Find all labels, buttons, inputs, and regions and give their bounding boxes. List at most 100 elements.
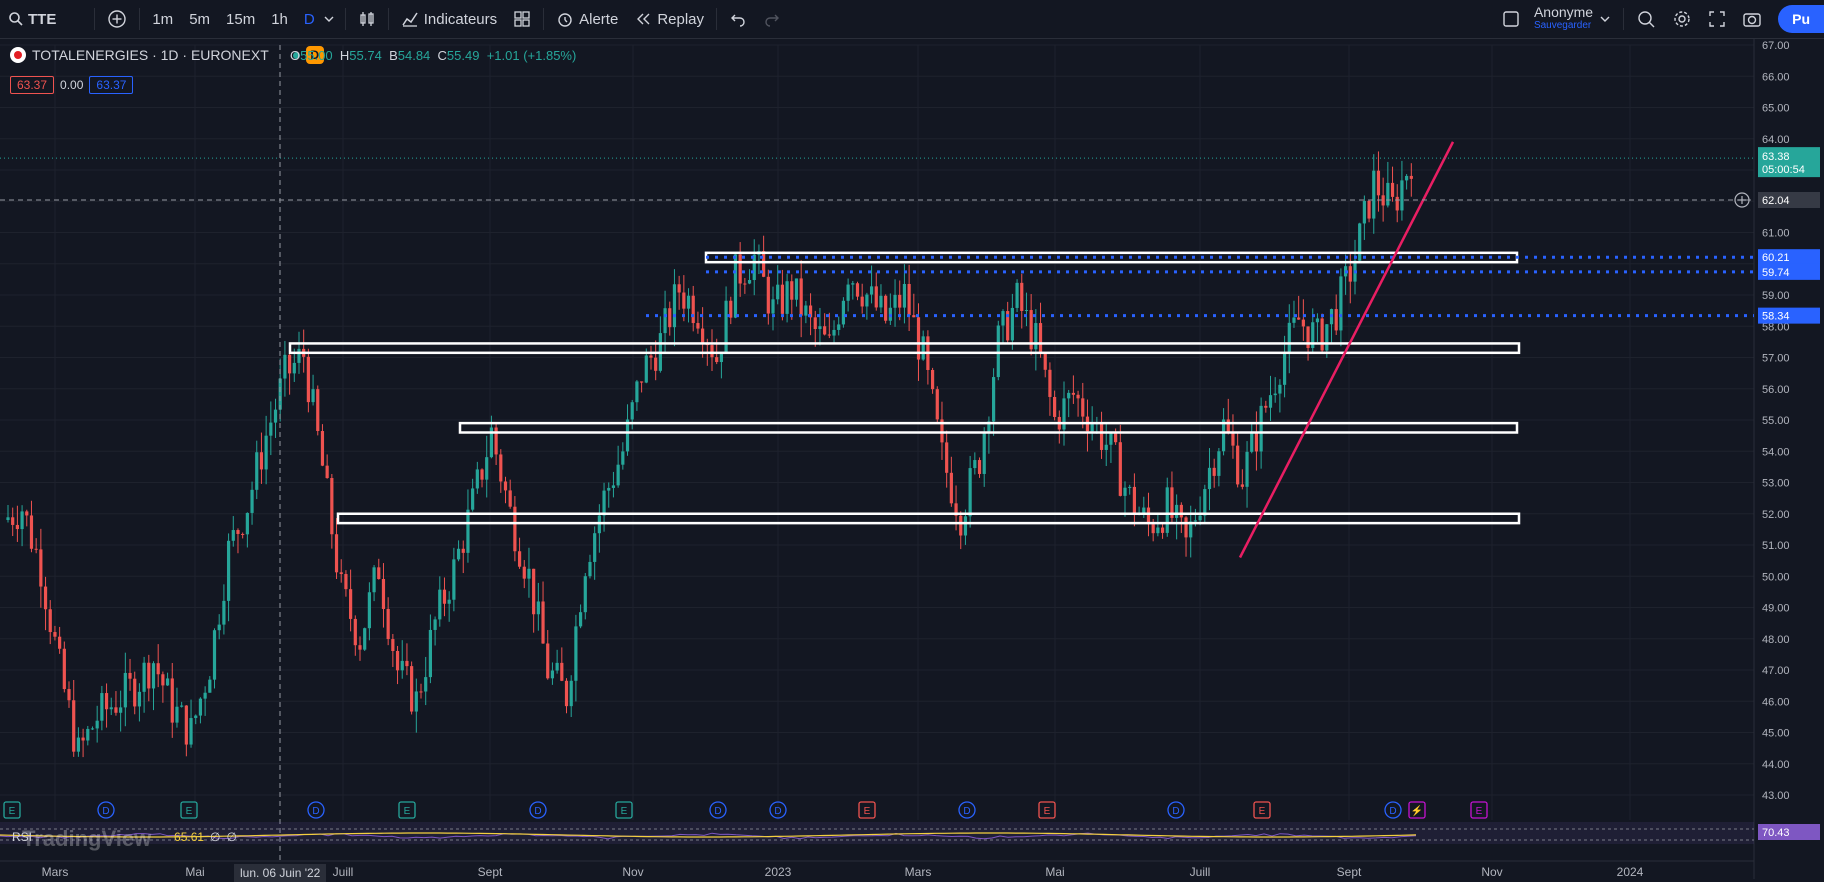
price-tick-label: 54.00 (1762, 446, 1790, 458)
symbol-search[interactable]: TTE (0, 0, 64, 38)
time-axis-label: Mai (1045, 865, 1064, 879)
candle-body (1367, 200, 1371, 219)
candle-body (865, 294, 869, 307)
close-label: C (437, 48, 447, 63)
time-axis-label: 2024 (1617, 865, 1644, 879)
replay-button[interactable]: Replay (626, 0, 712, 38)
interval-1m[interactable]: 1m (152, 10, 174, 28)
candle-body (320, 431, 325, 466)
earnings-marker (398, 801, 416, 819)
candle-body (1376, 170, 1381, 196)
candle-body (334, 534, 339, 573)
candle-body (733, 254, 738, 318)
candle-body (968, 468, 972, 517)
candle-body (827, 334, 831, 336)
candle-body (508, 490, 512, 507)
candle-body (837, 324, 841, 330)
candle-body (1198, 515, 1202, 521)
candle-body (1254, 431, 1259, 452)
level-label-bg (1758, 249, 1820, 266)
candle-body (527, 568, 531, 579)
save-link[interactable]: Sauvegarder (1533, 20, 1592, 31)
candle-body (1405, 175, 1409, 181)
templates-button[interactable] (505, 0, 539, 38)
candle-body (273, 409, 278, 423)
candle-body (625, 419, 630, 452)
candle-body (513, 506, 517, 552)
candle-body (29, 515, 34, 549)
alert-button[interactable]: Alerte (548, 0, 626, 38)
redo-button[interactable] (755, 0, 789, 38)
candle-body (1114, 432, 1118, 443)
candle-body (954, 503, 958, 516)
symbol-title[interactable]: TOTALENERGIES · 1D · EURONEXT (32, 47, 269, 63)
settings-button[interactable] (1664, 0, 1700, 38)
fullscreen-icon (1709, 11, 1725, 27)
price-tick-label: 46.00 (1762, 696, 1790, 708)
candle-body (1240, 484, 1244, 487)
price-tick-label: 59.00 (1762, 290, 1790, 302)
candle-body (860, 296, 864, 307)
candle-body (1297, 317, 1301, 320)
candle-body (1123, 487, 1127, 496)
candle-body (808, 305, 813, 318)
candle-body (921, 336, 925, 360)
publish-button[interactable]: Pu (1778, 5, 1824, 33)
candle-body (672, 284, 677, 328)
indicators-button[interactable]: Indicateurs (393, 0, 505, 38)
interval-d[interactable]: D (303, 10, 315, 28)
candle-body (410, 666, 414, 712)
candle-body (930, 369, 935, 390)
chevron-down-icon[interactable] (323, 13, 335, 25)
candle-body (719, 353, 723, 363)
candle-body (377, 567, 381, 579)
chevron-down-icon[interactable] (1599, 13, 1611, 25)
fullscreen-button[interactable] (1700, 0, 1734, 38)
candle-body (621, 451, 625, 465)
candle-body (574, 626, 578, 681)
candle-body (1156, 527, 1160, 534)
candle-body (790, 281, 794, 300)
rsi-extra-1: ∅ (210, 830, 221, 844)
candle-body (593, 533, 597, 562)
candle-body (480, 469, 484, 480)
candle-body (90, 728, 95, 730)
candle-body (517, 551, 522, 567)
event-marker-label: E (1476, 806, 1483, 817)
compare-button[interactable] (99, 0, 135, 38)
candle-body (395, 650, 400, 671)
user-menu[interactable]: Anonyme Sauvegarder (1528, 5, 1599, 32)
candle-body (156, 663, 160, 675)
candle-body (184, 705, 188, 745)
undo-button[interactable] (721, 0, 755, 38)
price-tick-label: 56.00 (1762, 384, 1790, 396)
layout-button[interactable] (1494, 0, 1528, 38)
price-tick-label: 49.00 (1762, 603, 1790, 615)
candle-body (128, 672, 132, 679)
candle-body (546, 643, 550, 679)
candle-body (1395, 196, 1399, 211)
candle-body (123, 672, 127, 708)
interval-15m[interactable]: 15m (226, 10, 256, 28)
buy-price[interactable]: 63.37 (89, 76, 134, 94)
quick-search-button[interactable] (1628, 0, 1664, 38)
chart-type-button[interactable] (350, 0, 384, 38)
last-price-bg (1758, 147, 1820, 178)
sell-price[interactable]: 63.37 (10, 76, 55, 94)
interval-5m[interactable]: 5m (189, 10, 211, 28)
candle-body (104, 693, 109, 710)
candle-body (489, 427, 494, 458)
snapshot-button[interactable] (1734, 0, 1770, 38)
candle-body (72, 700, 76, 752)
candle-body (419, 691, 423, 693)
candle-body (114, 707, 118, 713)
price-chart[interactable]: 67.0066.0065.0064.0063.0062.0061.0060.00… (0, 39, 1824, 879)
candle-body (1409, 175, 1413, 179)
interval-1h[interactable]: 1h (271, 10, 288, 28)
alarm-clock-icon (558, 13, 572, 27)
candle-body (832, 329, 836, 336)
rsi-value-bg (1758, 824, 1820, 840)
candle-body (452, 559, 456, 600)
candle-body (133, 678, 137, 707)
price-tick-label: 45.00 (1762, 728, 1790, 740)
